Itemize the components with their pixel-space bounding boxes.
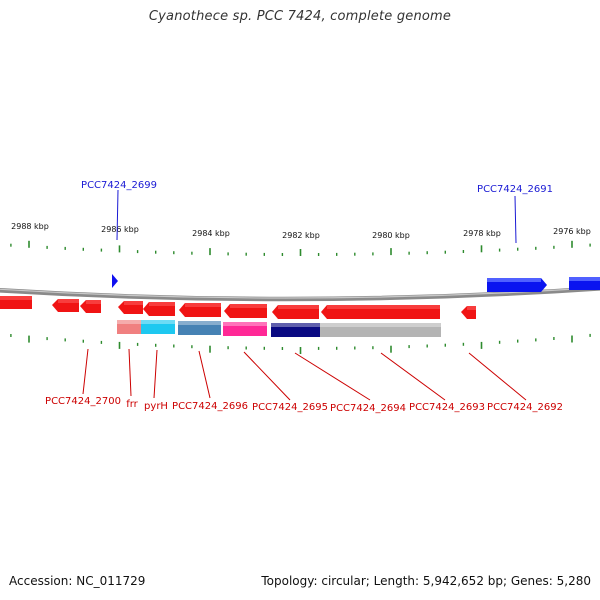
ruler-ticks-bottom bbox=[10, 333, 591, 354]
ruler-label-2982: 2982 kbp bbox=[282, 231, 320, 240]
ruler-label-2988: 2988 kbp bbox=[11, 222, 49, 231]
label-pcc7424-2694[interactable]: PCC7424_2694 bbox=[330, 403, 406, 414]
genome-summary-text: Topology: circular; Length: 5,942,652 bp… bbox=[261, 574, 591, 588]
ruler-labels: 2988 kbp 2986 kbp 2984 kbp 2982 kbp 2980… bbox=[11, 222, 591, 240]
label-pcc7424-2692[interactable]: PCC7424_2692 bbox=[487, 402, 563, 413]
gene-pcc7424-2699[interactable] bbox=[112, 274, 118, 288]
genome-title: Cyanothece sp. PCC 7424, complete genome bbox=[148, 9, 452, 24]
reverse-gene-label-text: PCC7424_2700 frr pyrH PCC7424_2696 PCC74… bbox=[45, 396, 563, 414]
label-pcc7424-2695[interactable]: PCC7424_2695 bbox=[252, 402, 328, 413]
cog-block-2693 bbox=[320, 323, 441, 337]
cog-block-pyrh bbox=[141, 320, 175, 334]
label-pcc7424-2700[interactable]: PCC7424_2700 bbox=[45, 396, 121, 407]
label-pyrh[interactable]: pyrH bbox=[144, 401, 168, 412]
cog-block-2694 bbox=[271, 323, 320, 337]
label-pcc7424-2691[interactable]: PCC7424_2691 bbox=[477, 184, 553, 195]
cog-block-2695 bbox=[223, 322, 267, 336]
reverse-gene-labels bbox=[82, 348, 527, 401]
label-pcc7424-2699[interactable]: PCC7424_2699 bbox=[81, 180, 157, 191]
ruler-label-2980: 2980 kbp bbox=[372, 231, 410, 240]
cog-color-blocks bbox=[117, 320, 441, 337]
ruler-label-2978: 2978 kbp bbox=[463, 229, 501, 238]
reverse-strand-genes bbox=[0, 296, 476, 319]
ruler-label-2984: 2984 kbp bbox=[192, 229, 230, 238]
cog-block-2696 bbox=[178, 321, 221, 335]
cog-block-frr bbox=[117, 320, 141, 334]
genome-backbone bbox=[0, 286, 600, 302]
label-pcc7424-2693[interactable]: PCC7424_2693 bbox=[409, 402, 485, 413]
gene-sheen bbox=[0, 296, 476, 310]
accession-text: Accession: NC_011729 bbox=[9, 574, 146, 588]
ruler-ticks-top bbox=[10, 240, 591, 256]
forward-strand-genes bbox=[112, 274, 600, 292]
ruler-label-2986: 2986 kbp bbox=[101, 225, 139, 234]
label-frr[interactable]: frr bbox=[126, 399, 138, 410]
forward-gene-labels: PCC7424_2699 PCC7424_2691 bbox=[81, 180, 553, 244]
ruler-label-2976: 2976 kbp bbox=[553, 227, 591, 236]
label-pcc7424-2696[interactable]: PCC7424_2696 bbox=[172, 401, 248, 412]
